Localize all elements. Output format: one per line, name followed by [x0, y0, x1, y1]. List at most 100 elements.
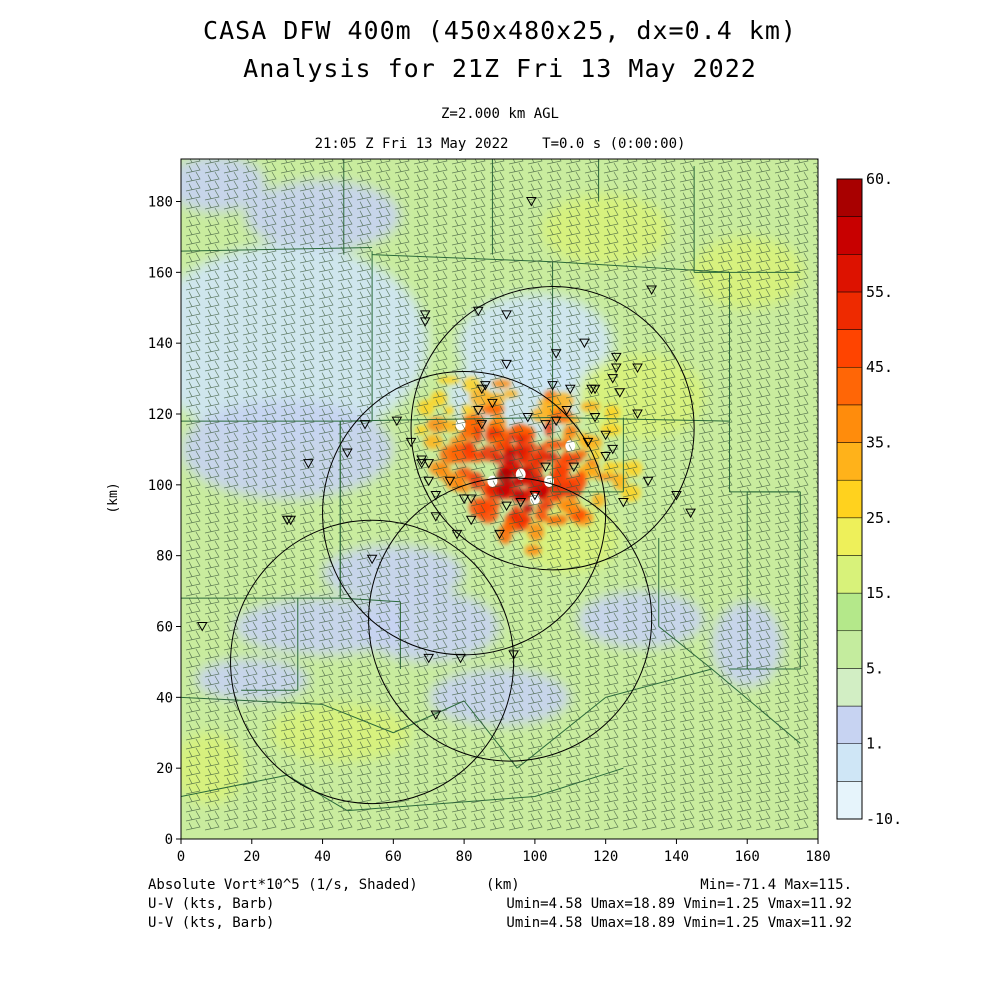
- station-marker: [430, 490, 442, 501]
- colorbar-label: 35.: [866, 434, 893, 452]
- station-marker: [501, 501, 512, 512]
- range-ring: [230, 519, 515, 805]
- station-marker: [416, 459, 427, 469]
- y-axis-label: (km): [106, 482, 121, 513]
- station-marker: [646, 285, 658, 296]
- colorbar-label: 5.: [866, 659, 884, 677]
- station-marker: [423, 459, 435, 469]
- colorbar: -10. 1. 5. 15. 25. 35. 45. 55. 60.: [836, 170, 902, 828]
- colorbar-swatch: [836, 254, 863, 293]
- colorbar-swatch: [836, 216, 863, 255]
- station-marker: [444, 476, 456, 487]
- x-tick-label: 180: [805, 849, 830, 865]
- colorbar-swatch: [836, 404, 863, 443]
- station-marker: [472, 405, 484, 416]
- x-tick-label: 80: [456, 849, 473, 865]
- x-tick-label: 60: [385, 849, 402, 865]
- station-marker: [614, 388, 626, 398]
- station-marker: [405, 437, 417, 448]
- y-tick-label: 160: [148, 265, 173, 281]
- station-marker: [430, 710, 442, 721]
- station-marker: [642, 476, 654, 487]
- chart-title: CASA DFW 400m (450x480x25, dx=0.4 km): [203, 16, 797, 45]
- station-marker: [550, 416, 562, 427]
- station-marker: [196, 622, 208, 632]
- station-marker: [341, 448, 353, 458]
- y-tick-label: 140: [148, 336, 173, 352]
- station-marker: [451, 529, 463, 540]
- colorbar-swatch: [836, 366, 863, 406]
- colorbar-label: 1.: [866, 735, 884, 753]
- range-ring: [368, 477, 653, 762]
- x-tick-label: 0: [177, 849, 185, 865]
- colorbar-swatch: [836, 479, 863, 519]
- colorbar-swatch: [836, 329, 863, 368]
- station-marker: [359, 420, 371, 430]
- x-tick-label: 40: [314, 849, 331, 865]
- y-tick-label: 100: [148, 478, 173, 494]
- x-tick-label: 20: [243, 849, 260, 865]
- station-marker: [515, 498, 527, 508]
- station-marker: [586, 384, 597, 395]
- y-tick-label: 0: [165, 832, 173, 848]
- station-marker: [522, 413, 534, 423]
- time-stamp: 21:05 Z Fri 13 May 2022 T=0.0 s (0:00:00…: [314, 136, 686, 152]
- colorbar-label: 25.: [866, 509, 893, 527]
- station-marker: [423, 653, 435, 664]
- station-marker: [685, 508, 696, 519]
- station-marker: [607, 444, 619, 455]
- y-tick-label: 60: [156, 620, 173, 636]
- level-label: Z=2.000 km AGL: [440, 106, 559, 122]
- y-tick-label: 80: [156, 549, 173, 565]
- station-marker: [568, 462, 580, 473]
- station-marker: [550, 349, 562, 359]
- colorbar-label: 60.: [866, 170, 893, 188]
- station-marker: [525, 197, 537, 207]
- chart-subtitle: Analysis for 21Z Fri 13 May 2022: [243, 54, 757, 83]
- station-marker: [632, 409, 643, 420]
- colorbar-swatch: [836, 291, 863, 330]
- station-marker: [465, 494, 477, 505]
- x-axis-unit: (km): [486, 877, 520, 893]
- station-marker: [564, 384, 576, 395]
- station-marker: [430, 512, 442, 522]
- station-marker: [303, 459, 314, 469]
- station-marker: [423, 476, 435, 487]
- colorbar-label: 45.: [866, 358, 893, 376]
- y-tick-label: 20: [156, 761, 173, 777]
- y-tick-label: 180: [148, 195, 173, 211]
- colorbar-swatch: [836, 592, 863, 632]
- station-marker: [458, 494, 470, 505]
- station-marker: [501, 310, 512, 320]
- station-marker: [366, 554, 378, 565]
- x-tick-label: 100: [522, 849, 547, 865]
- colorbar-label: 15.: [866, 584, 893, 602]
- x-tick-label: 140: [664, 849, 689, 865]
- station-marker: [600, 452, 612, 462]
- station-marker: [472, 306, 484, 317]
- colorbar-swatch: [836, 705, 863, 744]
- station-markers: [196, 197, 696, 721]
- colorbar-label: 55.: [866, 283, 893, 301]
- colorbar-label: -10.: [866, 810, 902, 828]
- minmax-stats: Min=-71.4 Max=115.: [700, 877, 852, 893]
- station-marker: [561, 405, 573, 416]
- station-marker: [487, 398, 498, 409]
- station-marker: [494, 529, 505, 540]
- station-marker: [582, 437, 594, 448]
- barb-caption-1: U-V (kts, Barb): [148, 896, 275, 912]
- station-marker: [607, 374, 619, 384]
- y-tick-label: 40: [156, 690, 173, 706]
- station-marker: [508, 650, 520, 660]
- colorbar-swatch: [836, 630, 863, 669]
- x-tick-label: 120: [593, 849, 618, 865]
- plot-frame: [180, 158, 819, 840]
- station-marker: [618, 498, 629, 508]
- field-caption: Absolute Vort*10^5 (1/s, Shaded): [148, 877, 418, 893]
- station-marker: [455, 653, 466, 664]
- station-marker: [600, 430, 612, 441]
- colorbar-swatch: [836, 442, 863, 481]
- range-ring: [410, 286, 695, 571]
- colorbar-swatch: [836, 668, 863, 707]
- station-marker: [610, 363, 622, 373]
